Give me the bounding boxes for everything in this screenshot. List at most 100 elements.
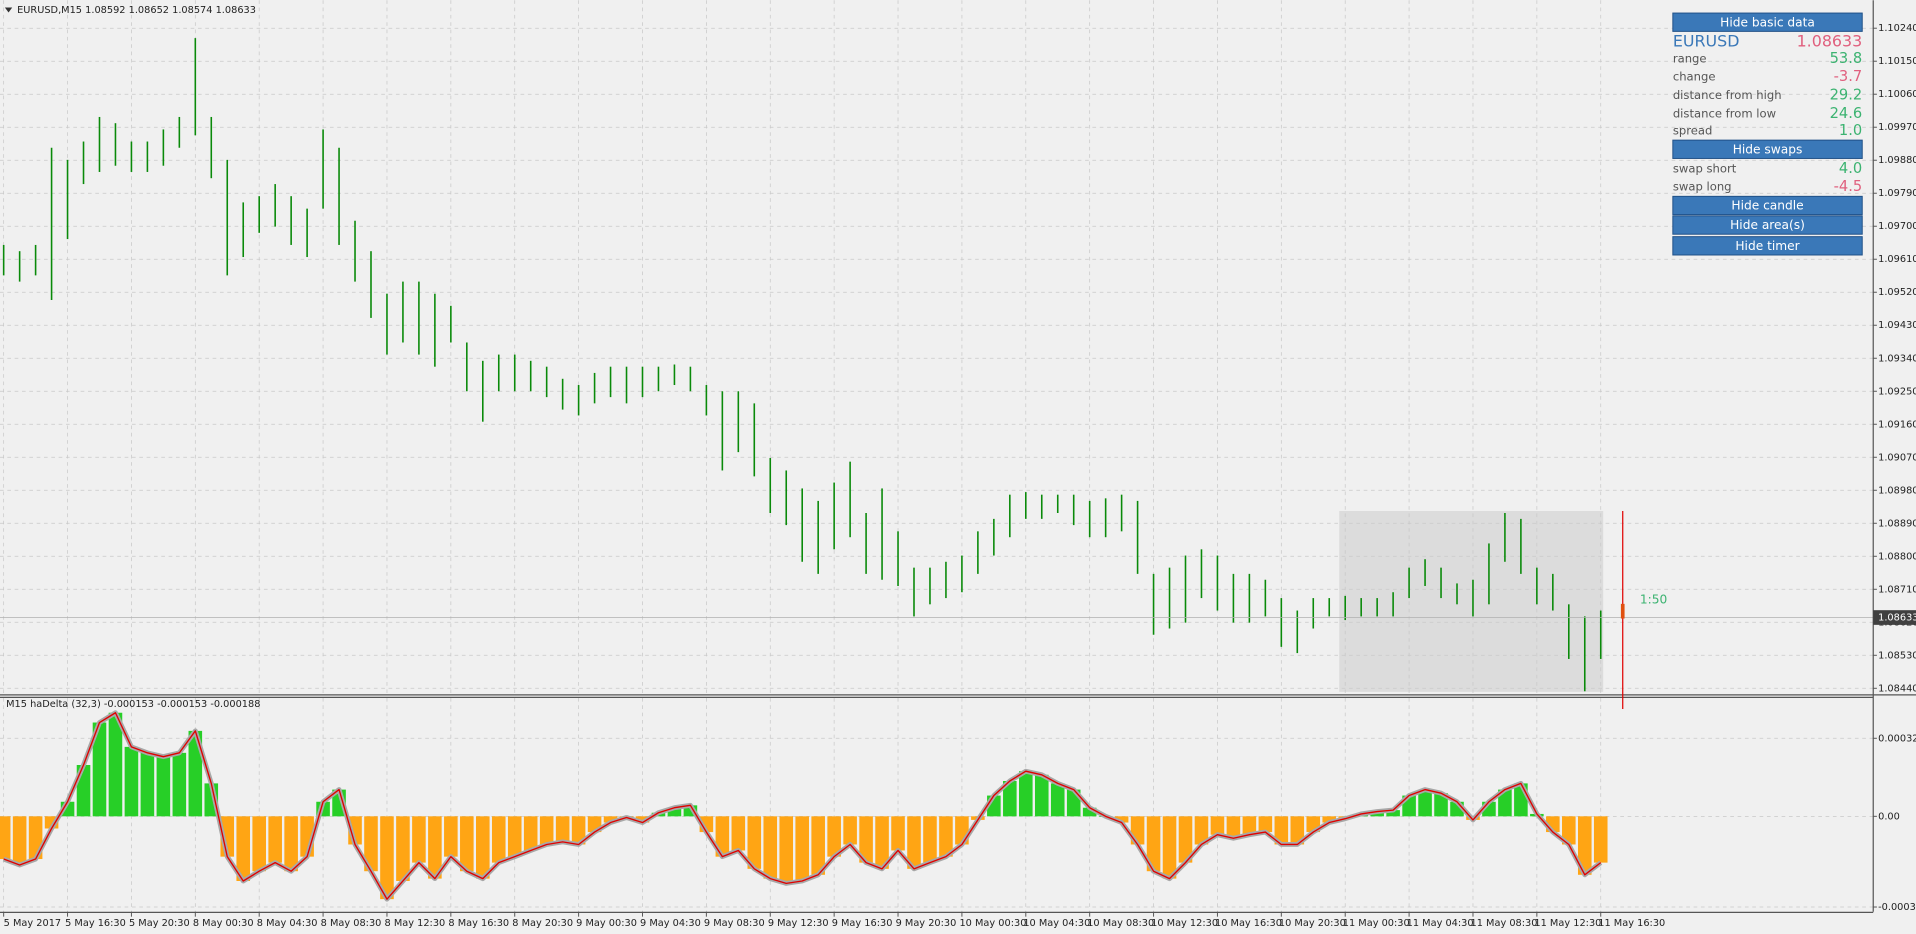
info-value: 29.2 [1830,87,1863,104]
delta-bar [683,805,698,817]
delta-bar [1178,816,1193,863]
delta-bar [539,816,554,845]
y-tick-label: 1.10150 [1878,56,1916,67]
info-label: distance from low [1673,106,1776,120]
delta-bar [555,816,570,842]
info-label: change [1673,70,1716,84]
panel-button[interactable]: Hide swaps [1672,139,1863,159]
x-tick-label: 5 May 20:30 [129,918,190,929]
button-label[interactable]: Hide candle [1731,199,1803,213]
info-label: spread [1673,123,1713,137]
delta-bar [1114,816,1129,823]
y-tick-label: 1.08440 [1878,683,1916,694]
x-tick-label: 10 May 08:30 [1087,918,1154,929]
last-price-box [1873,610,1916,625]
y-tick-label: 1.09250 [1878,386,1916,397]
x-tick-label: 11 May 00:30 [1343,918,1410,929]
panel-button[interactable]: Hide basic data [1672,12,1863,32]
panel-button[interactable]: Hide candle [1672,195,1863,216]
info-label: distance from high [1673,88,1782,102]
menu-triangle[interactable] [4,7,13,13]
grid [0,0,1874,912]
y-tick-label: 1.08800 [1878,551,1916,562]
y-tick-label: 1.09610 [1878,254,1916,265]
button-label[interactable]: Hide basic data [1720,15,1815,29]
info-panel: Hide basic data EURUSD 1.08633 range 53.8 cha… [1672,12,1863,256]
panel-button[interactable]: Hide area(s) [1672,215,1863,235]
x-tick-label: 10 May 12:30 [1151,918,1218,929]
candle-body [1620,603,1625,619]
delta-bar [1593,816,1608,863]
delta-bar [747,816,762,869]
marks [0,38,1874,902]
delta-bar [1290,816,1305,845]
delta-signal-line [3,712,1602,900]
delta-bar [571,816,586,845]
x-tick-label: 9 May 04:30 [640,918,701,929]
button-face[interactable] [1672,236,1863,256]
button-label[interactable]: Hide swaps [1733,142,1803,156]
x-tick-label: 8 May 04:30 [257,918,318,929]
delta-bar [827,816,841,857]
delta-bar [188,730,203,817]
delta-bar [891,816,905,851]
x-tick-label: 5 May 2017 [4,918,61,929]
y-tick-label: 0.000327 [1878,733,1916,744]
delta-bar [795,816,809,881]
delta-bar [731,816,746,851]
y-tick-label: 1.08710 [1878,584,1916,595]
delta-bar [763,816,778,879]
delta-bar [491,816,506,863]
delta-bar [1386,810,1400,817]
y-tick-label: 1.09070 [1878,452,1916,463]
button-face[interactable] [1672,12,1863,32]
candle-timer: 1:50 [1640,593,1667,607]
x-tick-label: 9 May 20:30 [896,918,957,929]
delta-bar [252,816,266,872]
y-tick-label: 1.09520 [1878,287,1916,298]
delta-bar [156,756,171,817]
delta-bar [124,746,139,817]
delta-bar [1210,816,1225,835]
y-tick-label: 1.09430 [1878,320,1916,331]
delta-bar [428,816,442,879]
y-tick-label: 1.09880 [1878,155,1916,166]
x-tick-label: 9 May 00:30 [576,918,637,929]
axes: 5 May 2017 5 May 16:30 5 May 20:30 8 May 00… [3,23,1916,929]
indicator-title: M15 haDelta (32,3) -0.000153 -0.000153 -… [6,699,260,710]
info-label: range [1673,51,1707,65]
info-label: swap short [1673,161,1737,175]
delta-bar [923,816,937,863]
panel-button[interactable]: Hide timer [1672,236,1863,256]
delta-bar [1194,816,1209,845]
info-value: -4.5 [1834,178,1863,195]
button-label[interactable]: Hide timer [1735,239,1800,253]
y-tick-label: 1.09340 [1878,353,1916,364]
button-label[interactable]: Hide area(s) [1730,218,1805,232]
delta-bar [1498,789,1512,817]
button-face[interactable] [1672,215,1863,235]
y-tick-label: 1.08980 [1878,485,1916,496]
delta-bar [1226,816,1241,839]
button-face[interactable] [1672,139,1863,159]
x-tick-label: 10 May 00:30 [959,918,1026,929]
x-tick-label: 11 May 04:30 [1407,918,1474,929]
x-tick-label: 9 May 12:30 [768,918,829,929]
delta-bar [1050,783,1065,817]
delta-bar [1418,789,1432,817]
delta-bar [811,816,825,875]
delta-bar [1577,816,1592,875]
delta-bar [108,712,123,817]
x-tick-label: 11 May 16:30 [1598,918,1665,929]
delta-bar [268,816,282,863]
x-tick-label: 5 May 16:30 [65,918,126,929]
last-price-label: 1.08633 [1878,613,1916,624]
delta-bar [667,807,682,817]
delta-bar [715,816,730,857]
button-face[interactable] [1672,195,1863,216]
x-tick-label: 8 May 08:30 [321,918,382,929]
info-label: swap long [1673,180,1732,194]
y-tick-label: 1.10060 [1878,89,1916,100]
